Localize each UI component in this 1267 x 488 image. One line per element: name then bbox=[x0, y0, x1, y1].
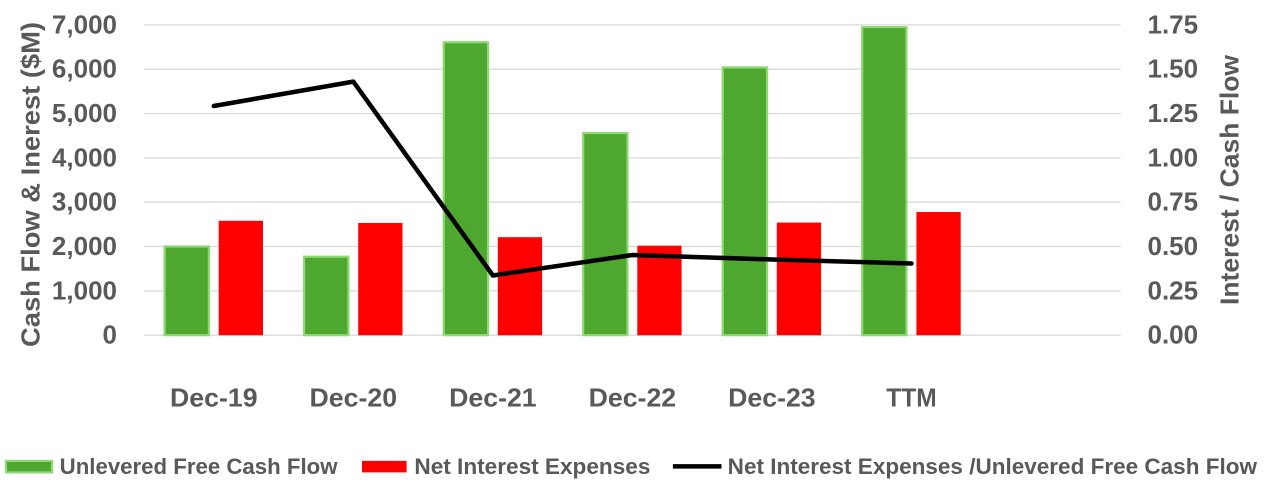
svg-text:2,000: 2,000 bbox=[52, 231, 117, 261]
svg-text:0.50: 0.50 bbox=[1148, 231, 1199, 261]
svg-text:Net Interest Expenses /Unlever: Net Interest Expenses /Unlevered Free Ca… bbox=[728, 454, 1258, 479]
svg-text:5,000: 5,000 bbox=[52, 98, 117, 128]
svg-text:Dec-20: Dec-20 bbox=[310, 383, 398, 413]
svg-text:Unlevered Free Cash Flow: Unlevered Free Cash Flow bbox=[60, 454, 339, 479]
svg-text:0.00: 0.00 bbox=[1148, 320, 1199, 350]
svg-text:0: 0 bbox=[103, 320, 117, 350]
svg-text:Dec-19: Dec-19 bbox=[170, 383, 258, 413]
svg-text:Net Interest Expenses: Net Interest Expenses bbox=[414, 454, 650, 479]
svg-text:Dec-22: Dec-22 bbox=[589, 383, 677, 413]
svg-text:Cash Flow & Inerest ($M): Cash Flow & Inerest ($M) bbox=[16, 22, 46, 347]
svg-text:4,000: 4,000 bbox=[52, 142, 117, 172]
svg-text:1.50: 1.50 bbox=[1148, 54, 1199, 84]
svg-text:1,000: 1,000 bbox=[52, 275, 117, 305]
svg-text:3,000: 3,000 bbox=[52, 187, 117, 217]
svg-text:7,000: 7,000 bbox=[52, 9, 117, 39]
svg-text:1.25: 1.25 bbox=[1148, 98, 1199, 128]
svg-text:1.00: 1.00 bbox=[1148, 142, 1199, 172]
svg-text:1.75: 1.75 bbox=[1148, 9, 1199, 39]
svg-text:6,000: 6,000 bbox=[52, 54, 117, 84]
svg-text:0.75: 0.75 bbox=[1148, 187, 1199, 217]
svg-text:Dec-23: Dec-23 bbox=[728, 383, 816, 413]
svg-text:TTM: TTM bbox=[886, 383, 936, 413]
svg-text:Interest / Cash Flow: Interest / Cash Flow bbox=[1215, 54, 1245, 305]
svg-text:0.25: 0.25 bbox=[1148, 275, 1199, 305]
svg-text:Dec-21: Dec-21 bbox=[449, 383, 537, 413]
